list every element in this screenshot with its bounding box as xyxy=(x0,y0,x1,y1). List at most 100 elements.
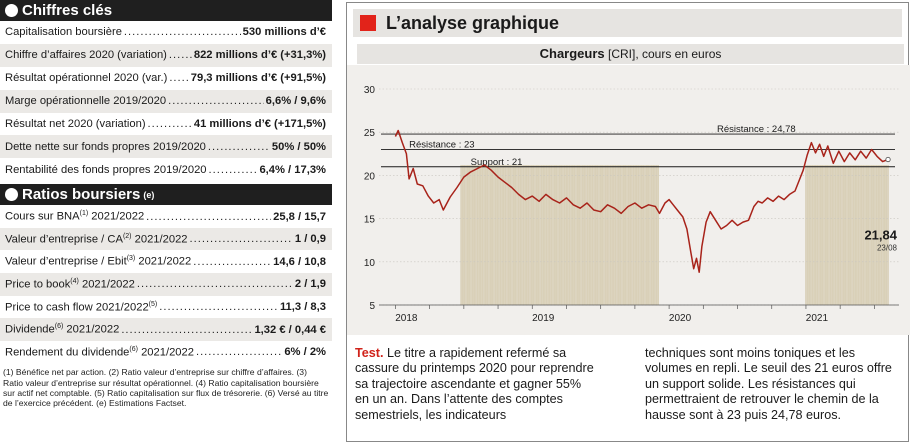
row-value: 25,8 / 15,7 xyxy=(273,210,326,223)
last-value-label: 21,84 xyxy=(864,227,897,242)
analysis-text: Test. Le titre a rapidement refermé sa c… xyxy=(355,346,903,436)
table-row: Capitalisation boursière 530 millions d’€ xyxy=(0,21,332,44)
dot-leader xyxy=(190,233,293,245)
table-row: Dette nette sur fonds propres 2019/2020 5… xyxy=(0,135,332,159)
row-value: 2 / 1,9 xyxy=(294,278,326,291)
row-label: Rentabilité des fonds propres 2019/2020 xyxy=(5,164,207,176)
row-label: Price to cash flow 2021/2022(5) xyxy=(5,301,157,314)
row-label-text: Résultat net 2020 (variation) xyxy=(5,118,146,130)
row-value: 79,3 millions d’€ (+91,5%) xyxy=(190,72,326,85)
row-label: Résultat opérationnel 2020 (var.) xyxy=(5,72,167,84)
analyse-title: L’analyse graphique xyxy=(386,12,560,33)
left-column: Chiffres clés Capitalisation boursière 53… xyxy=(0,0,332,445)
chart-company-name: Chargeurs xyxy=(539,46,605,61)
row-label: Valeur d’entreprise / CA(2) 2021/2022 xyxy=(5,233,188,246)
row-label: Capitalisation boursière xyxy=(5,26,122,38)
chiffres-cles-table: Capitalisation boursière 530 millions d’€… xyxy=(0,21,332,181)
row-value: 530 millions d’€ xyxy=(242,26,326,39)
dot-leader xyxy=(196,346,282,358)
price-line xyxy=(394,129,889,273)
dot-leader xyxy=(148,118,192,130)
y-tick-label: 10 xyxy=(364,258,376,269)
row-label-text: Rentabilité des fonds propres 2019/2020 xyxy=(5,163,207,176)
row-label: Valeur d’entreprise / Ebit(3) 2021/2022 xyxy=(5,255,191,268)
x-tick-label: 2018 xyxy=(395,313,418,324)
y-tick-label: 30 xyxy=(364,85,376,96)
y-tick-label: 25 xyxy=(364,128,376,139)
row-label: Chiffre d’affaires 2020 (variation) xyxy=(5,49,167,61)
dot-leader xyxy=(137,278,293,290)
ratios-title: Ratios boursiers xyxy=(22,186,141,204)
row-note: (1) xyxy=(79,210,89,218)
row-value: 1,32 € / 0,44 € xyxy=(254,323,326,336)
dot-leader xyxy=(209,164,258,176)
chart-ticker: [CRI], cours en euros xyxy=(607,47,722,61)
level-label: Résistance : 24,78 xyxy=(717,124,796,135)
row-value: 6,4% / 17,3% xyxy=(259,163,326,176)
row-label-text: Valeur d’entreprise / Ebit xyxy=(5,256,127,269)
row-note: (6) xyxy=(129,345,138,353)
analysis-text-col1: Test. Le titre a rapidement refermé sa c… xyxy=(355,346,595,436)
bullet-icon xyxy=(5,188,18,202)
table-row: Valeur d’entreprise / CA(2) 2021/2022 1 /… xyxy=(0,227,332,251)
footnotes: (1) Bénéfice net par action. (2) Ratio v… xyxy=(3,367,329,409)
ratios-title-note: (e) xyxy=(143,189,155,200)
row-note: (6) xyxy=(54,323,64,331)
row-value: 822 millions d’€ (+31,3%) xyxy=(193,49,326,62)
row-value: 11,3 / 8,3 xyxy=(279,300,326,313)
table-row: Valeur d’entreprise / Ebit(3) 2021/2022 1… xyxy=(0,250,332,273)
row-label: Price to book(4) 2021/2022 xyxy=(5,278,135,291)
row-label-suffix: 2021/2022 xyxy=(135,256,192,269)
row-label-text: Valeur d’entreprise / CA xyxy=(5,233,123,246)
analyse-panel: L’analyse graphique Chargeurs [CRI], cou… xyxy=(346,2,910,442)
x-tick-label: 2019 xyxy=(532,313,555,324)
row-label-text: Price to book xyxy=(5,278,71,291)
row-label-suffix: 2021/2022 xyxy=(63,323,120,336)
x-tick-label: 2020 xyxy=(669,313,692,324)
row-label-text: Rendement du dividende xyxy=(5,346,130,359)
row-label: Rendement du dividende(6) 2021/2022 xyxy=(5,346,194,359)
row-note: (5) xyxy=(148,300,158,308)
dot-leader xyxy=(121,324,252,336)
level-label: Résistance : 23 xyxy=(409,139,474,150)
y-tick-label: 15 xyxy=(364,215,376,226)
table-row: Chiffre d’affaires 2020 (variation) 822 m… xyxy=(0,43,332,67)
row-value: 41 millions d’€ (+171,5%) xyxy=(193,118,326,130)
row-value: 50% / 50% xyxy=(271,140,326,153)
table-row: Rendement du dividende(6) 2021/2022 6% / … xyxy=(0,341,332,364)
row-value: 14,6 / 10,8 xyxy=(273,255,326,268)
analysis-lead: Test. xyxy=(355,346,384,360)
dot-leader xyxy=(208,141,270,153)
dot-leader xyxy=(168,95,264,107)
row-label-text: Capitalisation boursière xyxy=(5,26,122,39)
table-row: Marge opérationnelle 2019/2020 6,6% / 9,6… xyxy=(0,89,332,113)
dot-leader xyxy=(124,26,241,38)
row-label-text: Dette nette sur fonds propres 2019/2020 xyxy=(5,140,206,153)
row-label: Cours sur BNA(1) 2021/2022 xyxy=(5,210,144,223)
table-row: Price to cash flow 2021/2022(5) 11,3 / 8,… xyxy=(0,296,332,319)
red-square-icon xyxy=(360,15,376,31)
row-value: 6% / 2% xyxy=(284,346,326,359)
dot-leader xyxy=(159,301,278,313)
price-chart: 5 10 15 20 25 30 2018 2019 2020 2021 Résistance : … xyxy=(347,65,910,335)
row-label-text: Chiffre d’affaires 2020 (variation) xyxy=(5,49,167,62)
level-label: Support : 21 xyxy=(471,157,523,168)
table-row: Price to book(4) 2021/2022 2 / 1,9 xyxy=(0,273,332,296)
row-label: Marge opérationnelle 2019/2020 xyxy=(5,95,166,107)
dot-leader xyxy=(169,49,192,61)
row-label-text: Marge opérationnelle 2019/2020 xyxy=(5,95,167,108)
chiffres-cles-header: Chiffres clés xyxy=(0,0,332,21)
bullet-icon xyxy=(5,4,18,17)
row-note: (2) xyxy=(122,232,132,240)
last-date-label: 23/08 xyxy=(877,243,898,252)
row-label-suffix: 2021/2022 xyxy=(131,233,188,246)
chiffres-cles-title: Chiffres clés xyxy=(22,2,113,19)
table-row: Résultat opérationnel 2020 (var.) 79,3 mi… xyxy=(0,67,332,90)
analyse-header: L’analyse graphique xyxy=(353,9,902,37)
row-label-text: Dividende xyxy=(5,323,55,336)
row-note: (4) xyxy=(70,277,79,285)
ratios-table: Cours sur BNA(1) 2021/2022 25,8 / 15,7 Val… xyxy=(0,205,332,363)
table-row: Dividende(6) 2021/2022 1,32 € / 0,44 € xyxy=(0,318,332,341)
row-label-text: Price to cash flow 2021/2022 xyxy=(5,301,149,314)
row-value: 6,6% / 9,6% xyxy=(265,95,326,108)
